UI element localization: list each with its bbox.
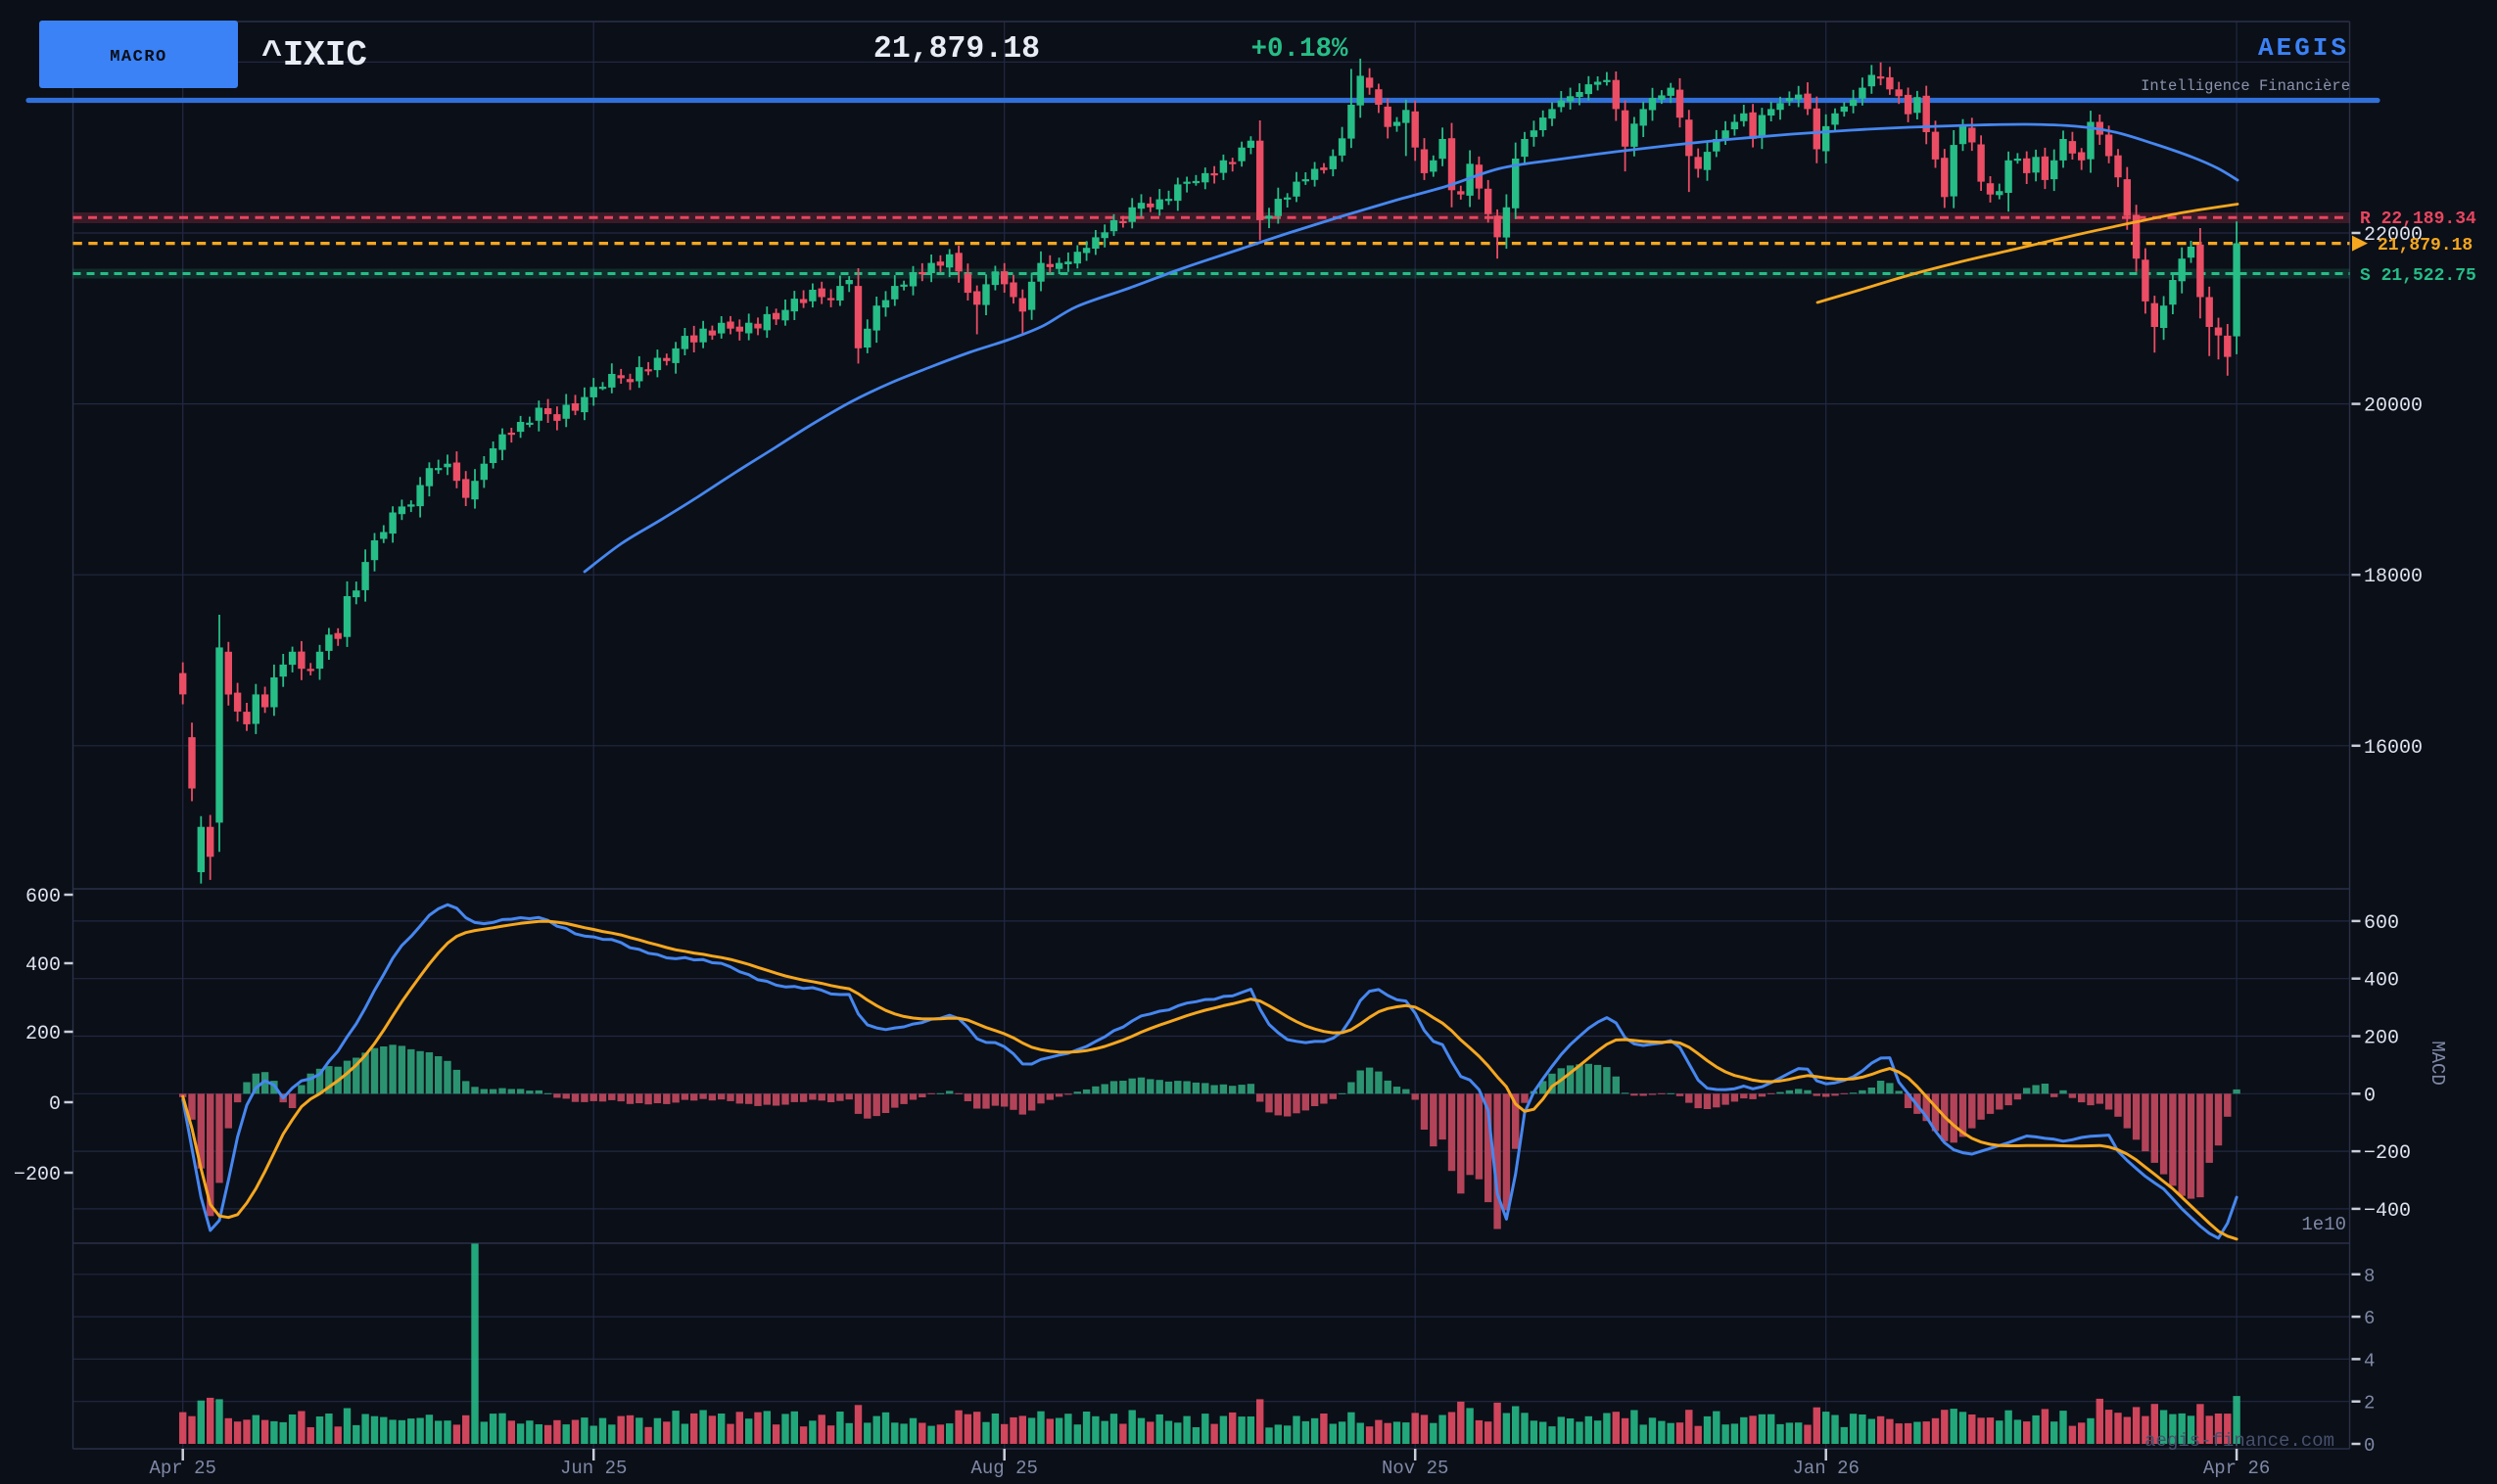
svg-text:200: 200 xyxy=(25,1023,61,1045)
svg-text:Jun 25: Jun 25 xyxy=(560,1458,627,1479)
svg-text:18000: 18000 xyxy=(2364,566,2423,588)
svg-text:−400: −400 xyxy=(2364,1200,2411,1223)
svg-text:400: 400 xyxy=(25,954,61,977)
svg-text:+0.18%: +0.18% xyxy=(1250,34,1348,65)
svg-text:Nov 25: Nov 25 xyxy=(1382,1458,1448,1479)
svg-text:600: 600 xyxy=(25,886,61,908)
svg-text:21,879.18: 21,879.18 xyxy=(2378,236,2473,255)
svg-text:S 21,522.75: S 21,522.75 xyxy=(2360,266,2476,286)
svg-text:0: 0 xyxy=(49,1093,61,1116)
svg-text:aegis-finance.com: aegis-finance.com xyxy=(2144,1430,2334,1452)
svg-text:600: 600 xyxy=(2364,912,2399,935)
svg-text:21,879.18: 21,879.18 xyxy=(873,32,1040,67)
svg-text:Apr 25: Apr 25 xyxy=(149,1458,215,1479)
svg-text:Intelligence Financière: Intelligence Financière xyxy=(2141,77,2350,95)
svg-text:4: 4 xyxy=(2364,1350,2375,1371)
svg-text:2: 2 xyxy=(2364,1393,2375,1414)
svg-text:MACRO: MACRO xyxy=(110,48,167,67)
svg-text:0: 0 xyxy=(2364,1435,2375,1457)
svg-text:R 22,189.34: R 22,189.34 xyxy=(2360,209,2476,229)
svg-text:6: 6 xyxy=(2364,1308,2375,1329)
svg-text:1e10: 1e10 xyxy=(2301,1214,2346,1235)
svg-text:Apr 26: Apr 26 xyxy=(2203,1458,2270,1479)
svg-text:8: 8 xyxy=(2364,1266,2375,1287)
svg-text:22000: 22000 xyxy=(2364,224,2423,247)
svg-text:Jan 26: Jan 26 xyxy=(1792,1458,1859,1479)
svg-text:0: 0 xyxy=(2364,1085,2376,1107)
svg-text:AEGIS: AEGIS xyxy=(2258,33,2349,63)
svg-text:400: 400 xyxy=(2364,970,2399,993)
svg-text:16000: 16000 xyxy=(2364,737,2423,760)
svg-text:20000: 20000 xyxy=(2364,395,2423,418)
svg-text:^IXIC: ^IXIC xyxy=(261,35,367,75)
svg-text:MACD: MACD xyxy=(2426,1041,2448,1086)
svg-text:−200: −200 xyxy=(2364,1142,2411,1165)
svg-text:200: 200 xyxy=(2364,1028,2399,1050)
svg-text:Aug 25: Aug 25 xyxy=(970,1458,1037,1479)
svg-text:−200: −200 xyxy=(14,1164,61,1186)
